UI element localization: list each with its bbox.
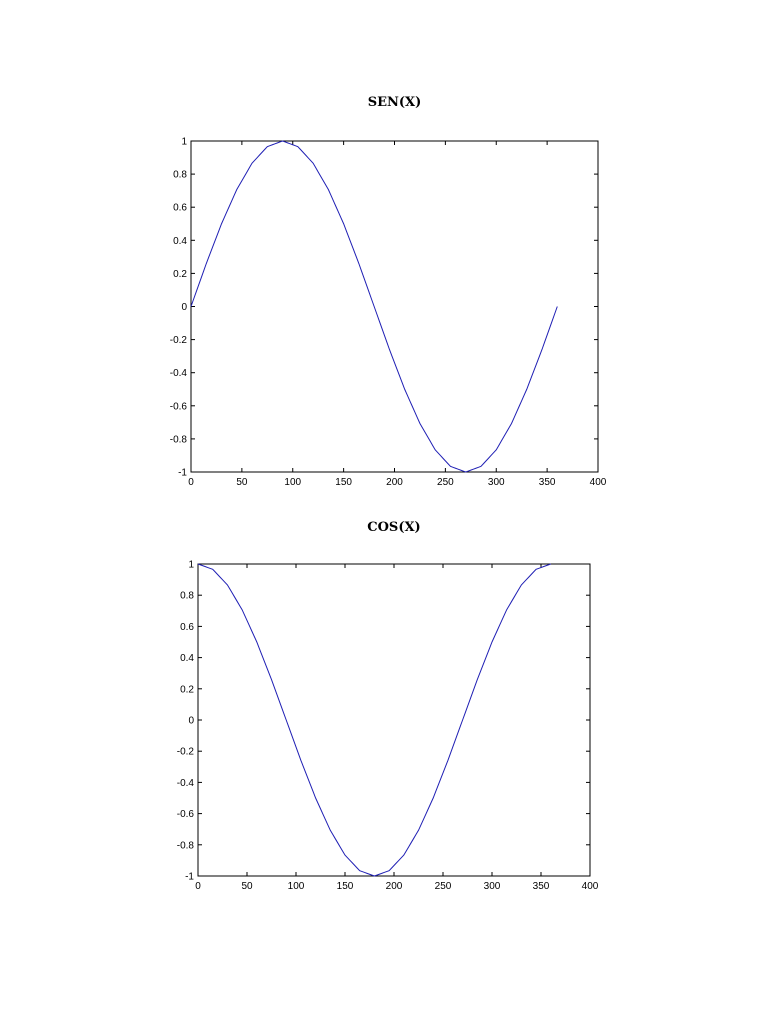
x-tick-label: 0: [188, 477, 194, 488]
x-tick-label: 150: [335, 477, 352, 488]
x-tick-label: 200: [386, 881, 403, 892]
x-tick-label: 50: [236, 477, 248, 488]
y-tick-label: -0.2: [177, 747, 195, 758]
chart-sen: SEN(X) 0 50 100 150 200 250 300 350 400 1 0.8 0.6 0.4…: [170, 95, 607, 488]
series-line: [197, 563, 551, 877]
x-tick-label: 400: [590, 477, 607, 488]
x-tick-label: 300: [488, 477, 505, 488]
y-tick-label: -1: [178, 468, 187, 479]
y-tick-label: 0.2: [173, 269, 187, 280]
y-tick-label: 0: [181, 302, 187, 313]
y-tick-label: -0.8: [177, 840, 195, 851]
y-tick-label: 0.4: [173, 236, 187, 247]
y-tick-label: 0.2: [180, 684, 194, 695]
y-tick-label: -0.4: [177, 778, 195, 789]
y-tick-label: 0: [188, 716, 194, 727]
chart-title: COS(X): [367, 520, 420, 535]
y-tick-label: 1: [181, 137, 187, 148]
y-tick-label: 0.8: [180, 591, 194, 602]
x-tick-label: 250: [435, 881, 452, 892]
x-tick-label: 50: [241, 881, 253, 892]
axes-frame: [197, 563, 591, 877]
y-tick-label: -0.8: [170, 434, 188, 445]
x-tick-label: 250: [437, 477, 454, 488]
y-tick-label: 0.8: [173, 170, 187, 181]
chart-cos: COS(X) 0 50 100 150 200 250 300 350 400 1 0.8 0.6 0.4…: [177, 520, 599, 892]
x-tick-label: 0: [195, 881, 201, 892]
y-tick-label: -0.6: [170, 401, 188, 412]
x-tick-label: 100: [288, 881, 305, 892]
y-tick-label: 0.4: [180, 653, 194, 664]
x-tick-label: 350: [533, 881, 550, 892]
chart-title: SEN(X): [368, 95, 422, 110]
x-tick-label: 300: [484, 881, 501, 892]
x-tick-label: 100: [284, 477, 301, 488]
y-tick-label: 1: [188, 560, 194, 571]
x-tick-label: 350: [539, 477, 556, 488]
y-tick-label: 0.6: [180, 622, 194, 633]
y-tick-label: -0.4: [170, 368, 188, 379]
y-tick-label: 0.6: [173, 203, 187, 214]
series-line: [190, 140, 558, 473]
axes-frame: [190, 140, 599, 473]
x-tick-label: 150: [337, 881, 354, 892]
x-tick-label: 200: [386, 477, 403, 488]
x-tick-label: 400: [582, 881, 599, 892]
y-tick-label: -0.2: [170, 335, 188, 346]
y-tick-label: -0.6: [177, 809, 195, 820]
y-tick-label: -1: [185, 872, 194, 883]
